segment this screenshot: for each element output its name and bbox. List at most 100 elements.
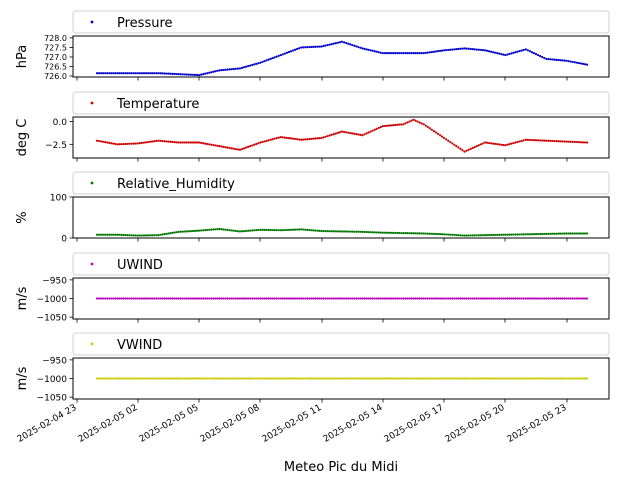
data-point <box>583 63 587 66</box>
data-point <box>265 297 268 300</box>
data-point <box>496 297 499 300</box>
data-point <box>334 377 338 380</box>
data-point <box>287 50 291 54</box>
data-point <box>518 377 521 380</box>
data-point <box>559 140 562 143</box>
data-point <box>506 53 509 56</box>
data-point <box>189 141 193 144</box>
data-point <box>336 230 340 233</box>
data-point <box>532 377 536 380</box>
data-point <box>95 297 99 300</box>
data-point <box>226 68 229 71</box>
data-point <box>142 72 146 75</box>
data-point <box>467 47 470 50</box>
data-point <box>126 297 129 300</box>
data-point <box>161 377 164 380</box>
data-point <box>310 377 313 380</box>
data-point <box>561 297 564 300</box>
data-point <box>367 231 370 234</box>
y-tick-label: 726.0 <box>44 72 67 81</box>
data-point <box>124 142 127 146</box>
data-point <box>545 232 548 235</box>
data-point <box>347 230 350 233</box>
data-point <box>204 229 207 232</box>
data-point <box>479 297 482 300</box>
data-point <box>514 377 517 380</box>
data-point <box>302 46 305 49</box>
data-point <box>367 131 370 134</box>
data-point <box>377 377 380 380</box>
data-point <box>228 68 231 71</box>
data-point <box>547 139 550 142</box>
data-point <box>441 377 444 380</box>
data-point <box>230 147 233 150</box>
data-point <box>273 297 276 300</box>
data-point <box>381 377 384 380</box>
data-point <box>545 57 548 60</box>
data-point <box>171 377 174 380</box>
data-point <box>398 377 401 380</box>
data-point <box>232 297 235 300</box>
data-point <box>455 48 458 51</box>
data-point <box>291 377 295 380</box>
data-point <box>108 233 111 236</box>
data-point <box>183 141 186 144</box>
data-point <box>524 48 527 51</box>
data-point <box>551 232 554 235</box>
data-point <box>330 133 333 136</box>
panel-relative-humidity: Relative_Humidity 0 100% <box>15 171 610 245</box>
data-point <box>224 146 227 149</box>
data-point <box>312 137 315 140</box>
data-point <box>575 232 578 235</box>
data-point <box>173 377 176 380</box>
data-point <box>585 297 589 300</box>
data-point <box>379 125 382 129</box>
data-point <box>475 234 478 237</box>
data-point <box>502 143 505 147</box>
data-point <box>249 377 252 380</box>
data-point <box>257 62 260 65</box>
data-point <box>420 297 423 300</box>
data-point <box>187 73 190 76</box>
data-point <box>506 297 509 300</box>
data-point <box>481 234 485 237</box>
data-point <box>455 297 458 300</box>
data-point <box>375 231 378 234</box>
data-point <box>198 297 201 300</box>
data-point <box>99 72 103 75</box>
data-point <box>394 297 397 300</box>
data-point <box>263 228 266 231</box>
data-point <box>441 135 444 138</box>
data-point <box>112 142 115 145</box>
data-point <box>320 377 323 380</box>
data-point <box>136 234 139 237</box>
data-point <box>565 59 568 62</box>
data-point <box>244 297 248 300</box>
data-point <box>451 377 454 380</box>
data-point <box>467 377 470 380</box>
plot-frame <box>72 35 610 78</box>
data-point <box>232 147 235 150</box>
data-point <box>577 232 581 235</box>
data-point <box>418 377 421 380</box>
data-point <box>249 64 252 67</box>
data-point <box>202 142 205 145</box>
legend-box <box>72 252 610 276</box>
data-point <box>463 150 466 153</box>
data-point <box>443 49 446 52</box>
data-point <box>500 53 503 56</box>
data-point <box>308 137 311 141</box>
data-point <box>112 233 115 236</box>
data-point <box>465 297 468 300</box>
data-point <box>175 72 178 76</box>
data-point <box>326 43 329 47</box>
data-point <box>334 132 338 135</box>
legend-box <box>72 332 610 356</box>
data-point <box>465 47 468 50</box>
data-point <box>465 149 468 152</box>
data-point <box>342 377 346 380</box>
data-point <box>434 131 438 134</box>
data-point <box>438 49 442 52</box>
data-point <box>351 230 354 233</box>
data-point <box>357 45 360 49</box>
